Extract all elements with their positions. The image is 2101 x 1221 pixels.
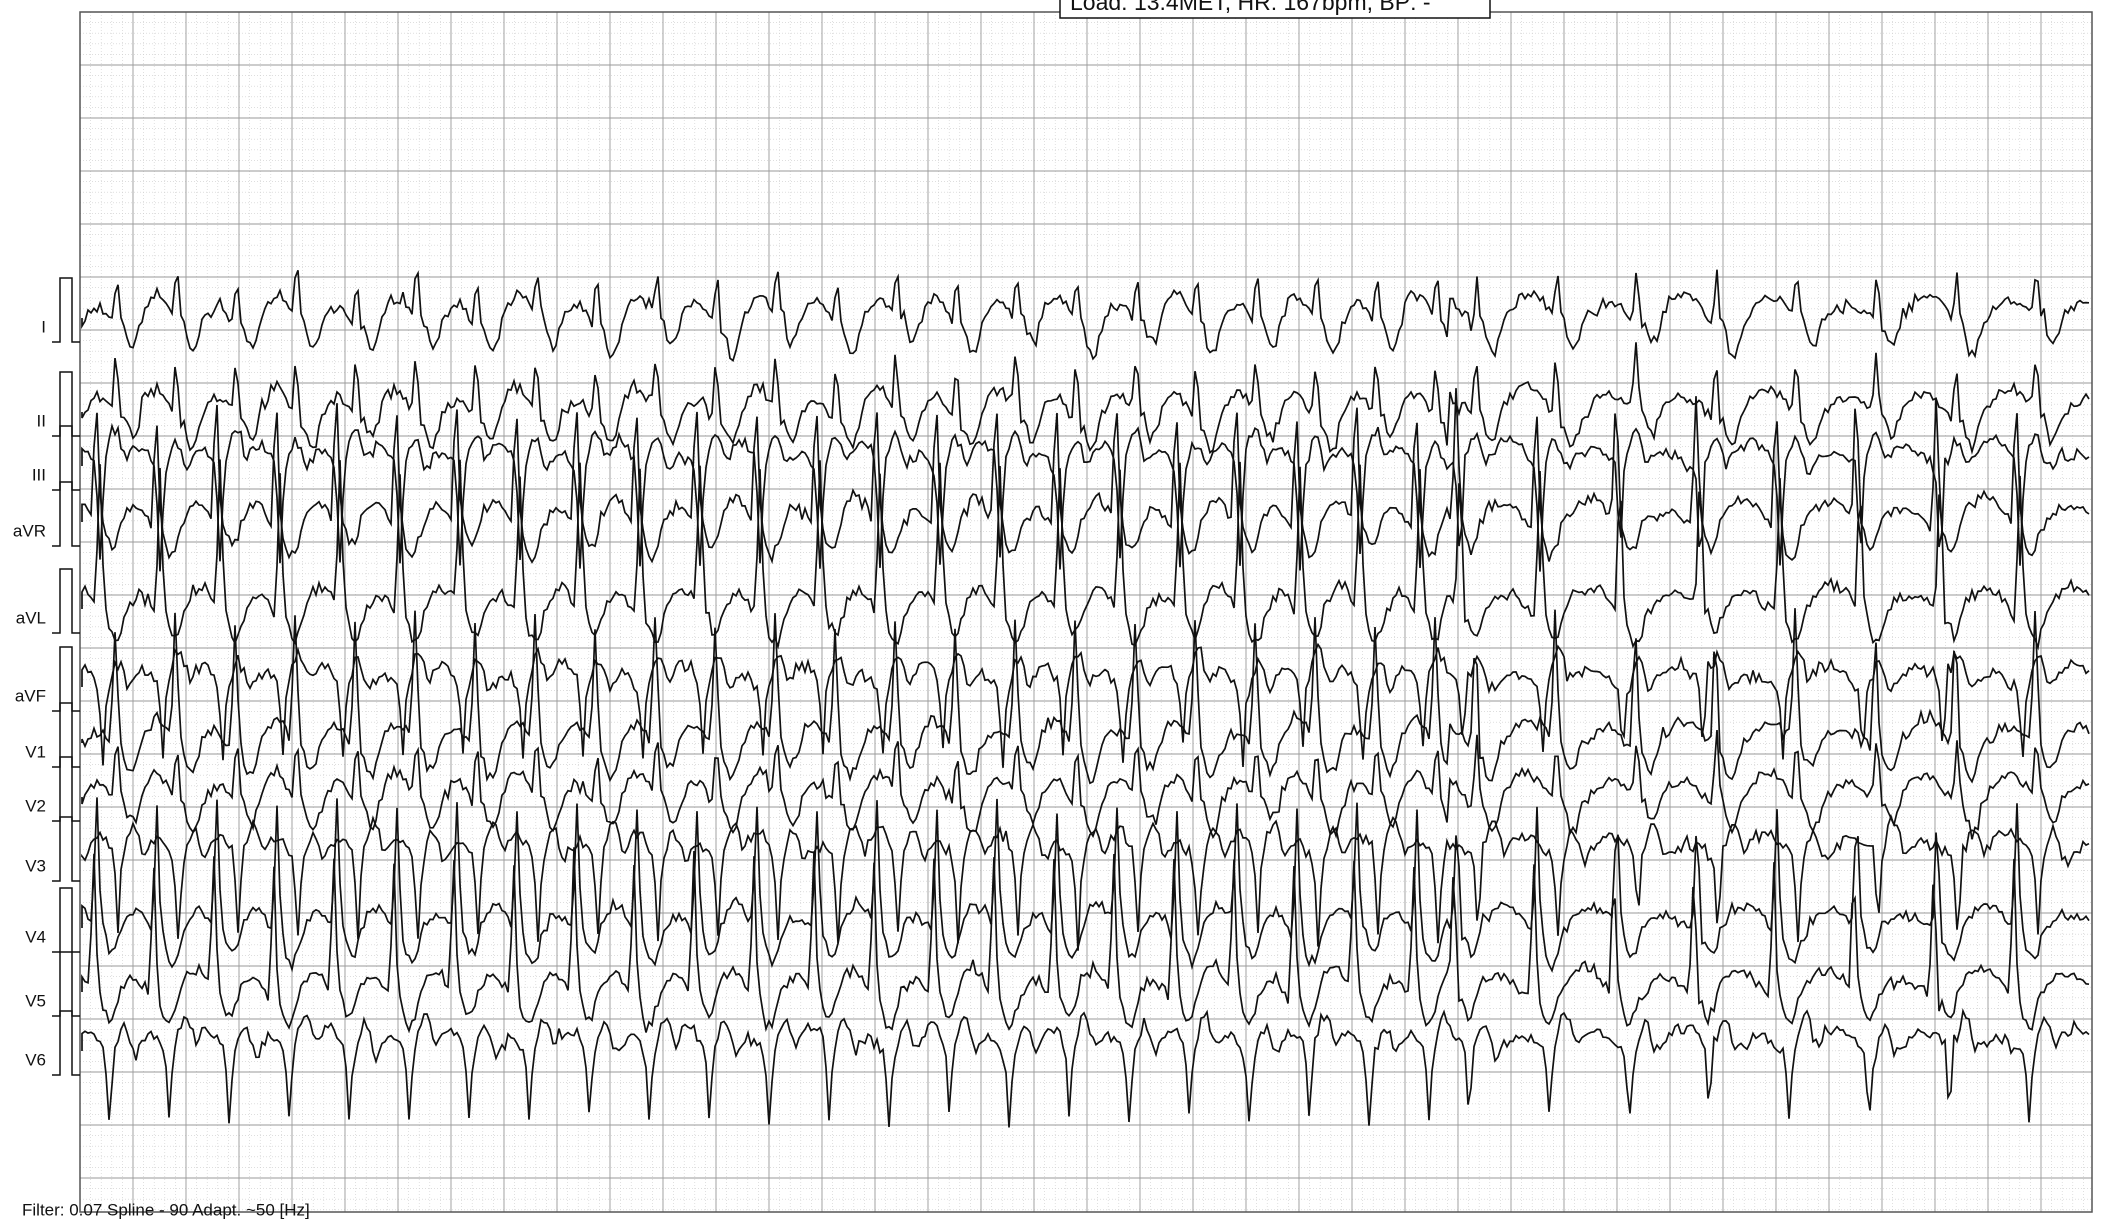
traces [81, 269, 2090, 1128]
calibration-pulse [52, 646, 80, 712]
minor-grid [80, 12, 2092, 1212]
calibration-pulse [52, 425, 80, 491]
calibration-pulse [52, 702, 80, 768]
ecg-trace [81, 847, 2090, 1034]
ecg-trace [81, 797, 2090, 973]
lead-label: aVL [16, 608, 46, 627]
lead-label: aVF [15, 686, 46, 705]
calibration-pulse [52, 371, 80, 437]
lead-label: II [37, 411, 46, 430]
ecg-trace [81, 642, 2090, 768]
lead-label: V2 [25, 796, 46, 815]
ecg-trace [81, 459, 2090, 651]
status-box [1059, 0, 1491, 19]
filter-text: Filter: 0.07 Spline - 90 Adapt. ~50 [Hz] [22, 1200, 310, 1219]
ecg-trace [81, 342, 2090, 455]
calibration-pulse [52, 887, 80, 953]
calibration-pulse [52, 1010, 80, 1076]
ecg-trace [81, 388, 2090, 565]
lead-label: V3 [25, 856, 46, 875]
ecg-trace [81, 422, 2090, 572]
ecg-trace [81, 269, 2090, 363]
calibration-pulse [52, 756, 80, 822]
calibration-pulse [52, 481, 80, 547]
ecg-trace [81, 729, 2090, 840]
lead-label: III [32, 465, 46, 484]
status-text: Load: 13.4MET, HR: 167bpm, BP: - [1070, 0, 1431, 15]
lead-label: V6 [25, 1050, 46, 1069]
lead-label: V5 [25, 991, 46, 1010]
ecg-trace [81, 608, 2090, 785]
grid [79, 11, 2092, 1212]
lead-label: I [41, 317, 46, 336]
lead-label: V4 [25, 927, 46, 946]
ecg-trace [81, 813, 2090, 951]
calibration-pulse [52, 568, 80, 634]
calibration-pulse [52, 816, 80, 882]
calibration-pulse [52, 951, 80, 1017]
lead-label: V1 [25, 742, 46, 761]
calibration-pulse [52, 277, 80, 343]
ecg-trace [81, 1007, 2090, 1128]
lead-label: aVR [13, 521, 46, 540]
